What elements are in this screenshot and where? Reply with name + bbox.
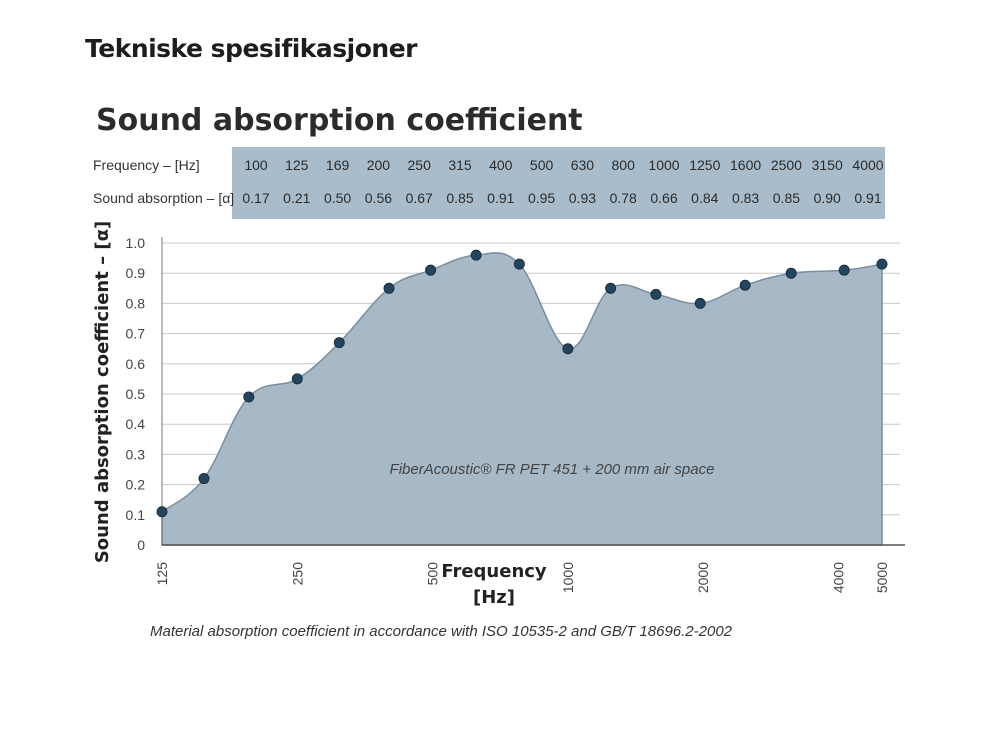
- y-tick-label: 0.9: [126, 265, 146, 281]
- data-point: [650, 288, 662, 300]
- data-point: [694, 297, 706, 309]
- data-points: [156, 249, 888, 518]
- series-annotation: FiberAcoustic® FR PET 451 + 200 mm air s…: [390, 461, 715, 478]
- data-point: [198, 473, 210, 485]
- table-absorption-cell: 0.95: [528, 190, 555, 206]
- x-axis-label-line1: Frequency: [441, 561, 547, 582]
- table-frequency-cell: 2500: [771, 157, 802, 173]
- y-tick-label: 0.4: [126, 416, 146, 432]
- y-tick-label: 1.0: [126, 235, 146, 251]
- table-absorption-cell: 0.50: [324, 190, 351, 206]
- y-tick-label: 0.6: [126, 356, 146, 372]
- data-point: [739, 279, 751, 291]
- table-absorption-cell: 0.78: [610, 190, 637, 206]
- y-tick-label: 0.3: [126, 446, 146, 462]
- x-tick-label: 1000: [560, 562, 576, 593]
- y-tick-label: 0.1: [126, 507, 146, 523]
- data-point: [470, 249, 482, 261]
- table-absorption-cell: 0.17: [242, 190, 269, 206]
- table-frequency-cell: 500: [530, 157, 554, 173]
- x-tick-label: 500: [425, 562, 441, 586]
- table-values: 100 125 169 200 250 315 400 500 630 800 1000 1250 16…: [242, 157, 883, 206]
- y-tick-label: 0.2: [126, 477, 146, 493]
- data-point: [785, 267, 797, 279]
- x-tick-label: 250: [289, 562, 305, 586]
- x-tick-label: 5000: [874, 562, 890, 593]
- x-axis-label-line2: [Hz]: [473, 587, 515, 608]
- y-tick-label: 0.8: [126, 295, 146, 311]
- y-tick-labels: 0 0.1 0.2 0.3 0.4 0.5 0.6 0.7 0.8 0.9 1.0: [126, 235, 146, 553]
- table-frequency-cell: 3150: [812, 157, 843, 173]
- absorption-area: [161, 252, 883, 546]
- table-frequency-cell: 125: [285, 157, 309, 173]
- x-tick-label: 4000: [830, 562, 846, 593]
- table-absorption-cell: 0.84: [691, 190, 718, 206]
- table-frequency-cell: 4000: [852, 157, 883, 173]
- data-point: [291, 373, 303, 385]
- table-absorption-cell: 0.93: [569, 190, 596, 206]
- table-frequency-cell: 250: [408, 157, 432, 173]
- table-frequency-cell: 630: [571, 157, 595, 173]
- data-point: [562, 343, 574, 355]
- data-point: [156, 506, 168, 518]
- table-absorption-cell: 0.91: [854, 190, 881, 206]
- y-tick-label: 0.5: [126, 386, 146, 402]
- table-absorption-cell: 0.85: [773, 190, 800, 206]
- table-absorption-cell: 0.83: [732, 190, 759, 206]
- chart-title: Sound absorption coefficient: [96, 103, 583, 138]
- data-point: [876, 258, 888, 270]
- y-tick-label: 0.7: [126, 326, 146, 342]
- data-point: [513, 258, 525, 270]
- data-point: [605, 282, 617, 294]
- table-absorption-cell: 0.56: [365, 190, 392, 206]
- table-frequency-cell: 800: [612, 157, 636, 173]
- table-frequency-cell: 200: [367, 157, 391, 173]
- table-frequency-cell: 169: [326, 157, 350, 173]
- table-frequency-cell: 315: [448, 157, 472, 173]
- table-absorption-cell: 0.66: [650, 190, 677, 206]
- data-table-background: [232, 147, 885, 219]
- data-point: [425, 264, 437, 276]
- table-absorption-cell: 0.85: [446, 190, 473, 206]
- table-absorption-cell: 0.90: [814, 190, 841, 206]
- y-tick-label: 0: [137, 537, 145, 553]
- table-frequency-cell: 1600: [730, 157, 761, 173]
- page-heading: Tekniske spesifikasjoner: [85, 34, 418, 63]
- table-row-label-absorption: Sound absorption – [α]: [93, 190, 234, 206]
- table-absorption-cell: 0.67: [406, 190, 433, 206]
- data-point: [333, 337, 345, 349]
- table-frequency-cell: 400: [489, 157, 513, 173]
- data-point: [383, 282, 395, 294]
- x-tick-label: 125: [154, 562, 170, 586]
- x-tick-labels: 125 250 500 1000 2000 4000 5000: [154, 562, 890, 593]
- x-tick-label: 2000: [695, 562, 711, 593]
- table-row-label-frequency: Frequency – [Hz]: [93, 157, 200, 173]
- y-axis-label: Sound absorption coefficient – [α]: [92, 221, 113, 563]
- table-absorption-cell: 0.91: [487, 190, 514, 206]
- data-point: [243, 391, 255, 403]
- data-point: [838, 264, 850, 276]
- table-frequency-cell: 1000: [648, 157, 679, 173]
- chart-caption: Material absorption coefficient in accor…: [150, 623, 733, 640]
- table-frequency-cell: 100: [244, 157, 268, 173]
- table-absorption-cell: 0.21: [283, 190, 310, 206]
- table-frequency-cell: 1250: [689, 157, 720, 173]
